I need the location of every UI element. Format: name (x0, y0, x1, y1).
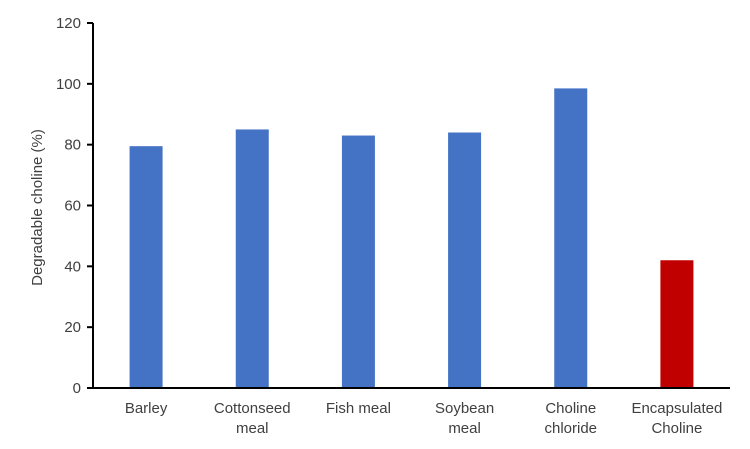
x-category-label-line: meal (236, 420, 269, 437)
x-category-label: Fish meal (326, 400, 391, 417)
x-category-label-line: chloride (544, 420, 597, 437)
y-tick-label: 100 (56, 76, 81, 93)
x-category-label-line: Barley (125, 400, 168, 417)
bar (660, 260, 694, 388)
y-axis-title: Degradable choline (%) (29, 129, 46, 286)
y-tick-label: 80 (64, 137, 81, 154)
bar (448, 132, 482, 388)
x-category-label-line: Encapsulated (631, 400, 722, 417)
bars (129, 88, 694, 389)
bar (235, 129, 269, 389)
bar (129, 146, 163, 388)
y-tick-label: 0 (73, 380, 81, 397)
y-tick-label: 40 (64, 258, 81, 275)
x-category-label-line: Cottonseed (214, 400, 291, 417)
x-category-label: Encapsulated Choline (631, 400, 722, 437)
x-category-label-line: Fish meal (326, 400, 391, 417)
x-category-label: Cottonseed meal (214, 400, 291, 437)
x-category-label-line: Choline (545, 400, 596, 417)
x-category-label-line: Choline (651, 420, 702, 437)
x-category-label-line: meal (448, 420, 481, 437)
bar (554, 88, 588, 388)
category-labels: Barley Cottonseed meal Fish meal Soybean meal… (125, 400, 723, 437)
x-category-label: Soybean meal (435, 400, 494, 437)
bar (341, 135, 375, 388)
y-axis-ticks: 0 20 40 60 80 100 120 (56, 15, 93, 397)
x-category-label-line: Soybean (435, 400, 494, 417)
x-category-label: Barley (125, 400, 168, 417)
y-tick-label: 20 (64, 319, 81, 336)
y-tick-label: 60 (64, 198, 81, 215)
x-category-label: Choline chloride (544, 400, 597, 437)
y-tick-label: 120 (56, 15, 81, 32)
